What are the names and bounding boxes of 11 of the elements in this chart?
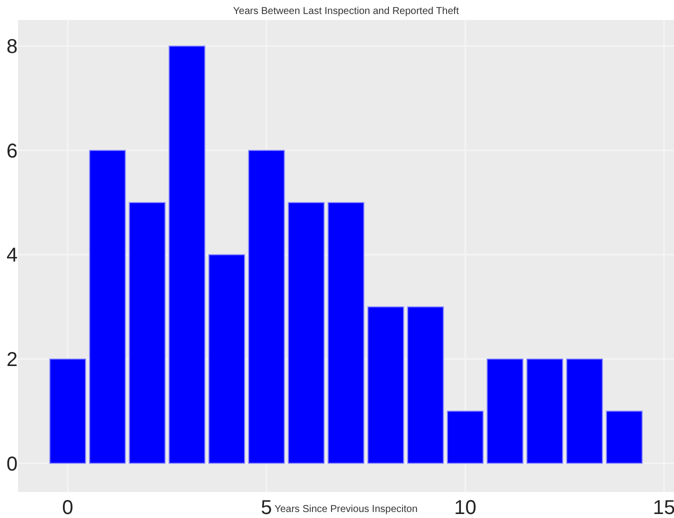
y-tick-label: 6 <box>6 140 18 162</box>
x-axis-title: Years Since Previous Inspeciton <box>274 504 418 515</box>
x-tick-label: 0 <box>62 497 74 518</box>
y-tick-label: 0 <box>6 453 18 476</box>
x-tick-label: 5 <box>260 497 272 518</box>
y-tick-label: 8 <box>6 36 18 58</box>
x-tick-label: 10 <box>454 497 476 518</box>
chart-title: Years Between Last Inspection and Reported Theft <box>233 6 460 17</box>
y-tick-label: 4 <box>6 244 18 267</box>
y-tick-label: 2 <box>6 349 18 372</box>
x-tick-label: 15 <box>652 497 674 518</box>
